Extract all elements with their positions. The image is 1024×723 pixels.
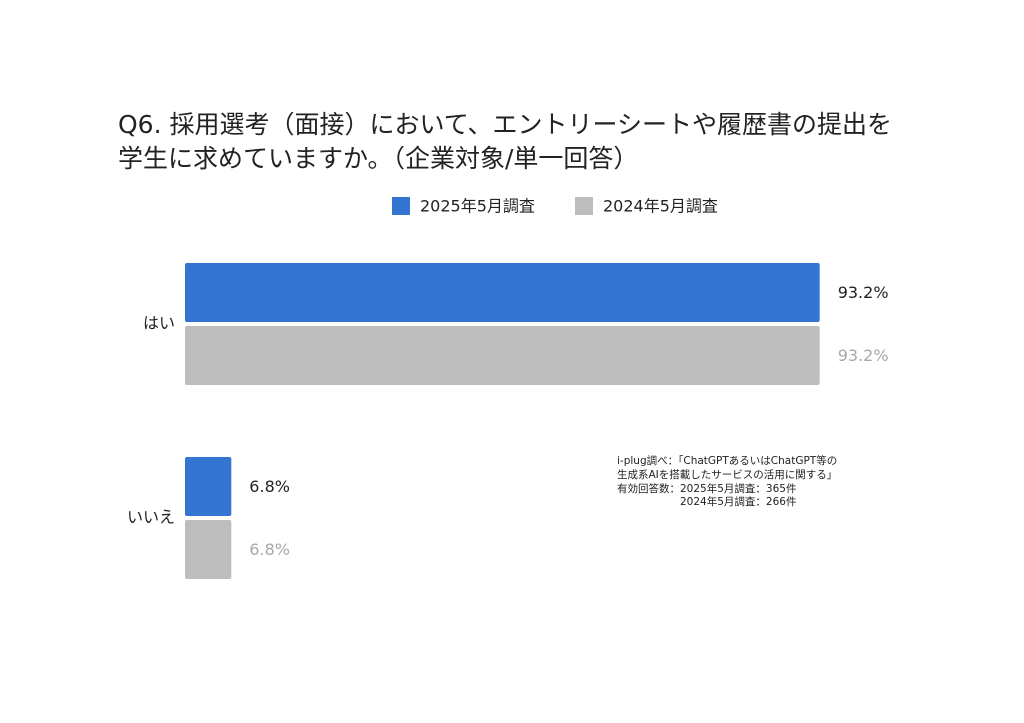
category-label: はい <box>143 314 175 333</box>
value-label: 93.2% <box>838 346 889 365</box>
chart-title: 学生に求めていますか。（企業対象/単一回答） <box>118 144 638 173</box>
bar <box>185 263 820 322</box>
value-label: 6.8% <box>249 477 290 496</box>
chart-title: Q6. 採用選考（面接）において、エントリーシートや履歴書の提出を <box>118 110 892 139</box>
source-note: i-plug調べ：「ChatGPTあるいはChatGPT等の <box>617 454 837 467</box>
legend-swatch <box>392 197 410 215</box>
legend-label: 2025年5月調査 <box>420 197 535 216</box>
category-label: いいえ <box>127 508 175 527</box>
source-note: 生成系AIを搭載したサービスの活用に関する」 <box>617 468 837 481</box>
source-note: 2024年5月調査：266件 <box>680 495 796 508</box>
value-label: 93.2% <box>838 283 889 302</box>
legend-swatch <box>575 197 593 215</box>
legend-label: 2024年5月調査 <box>603 197 718 216</box>
bar <box>185 520 232 579</box>
source-note: 有効回答数：2025年5月調査：365件 <box>617 482 796 495</box>
bar <box>185 457 232 516</box>
value-label: 6.8% <box>249 540 290 559</box>
bar <box>185 326 820 385</box>
